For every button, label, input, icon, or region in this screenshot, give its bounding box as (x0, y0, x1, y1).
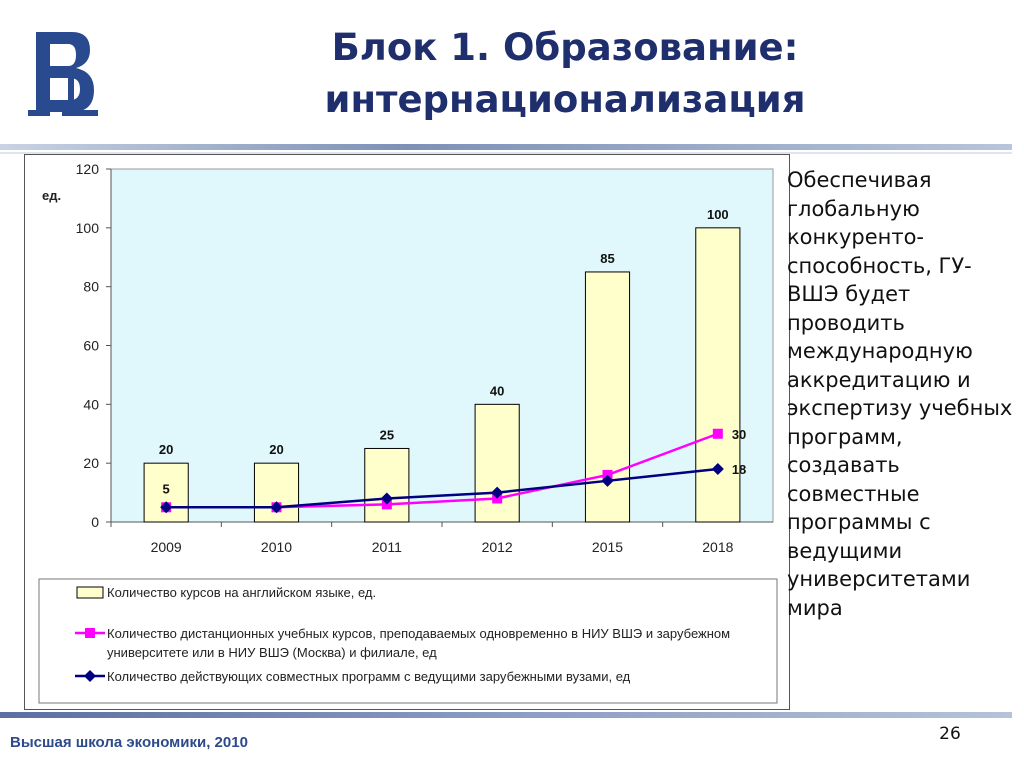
series-line (166, 467, 718, 509)
y-tick-label: 0 (91, 514, 99, 530)
line-point (380, 492, 393, 505)
bar-data-label: 25 (380, 427, 394, 442)
line-data-label: 30 (732, 427, 746, 442)
legend-box (38, 578, 778, 704)
y-axis-label: ед. (42, 188, 61, 203)
line-point (160, 501, 173, 514)
line-point (601, 474, 614, 487)
side-text: Обеспечивая глобальную конкуренто-способ… (787, 168, 1013, 620)
line-data-label: 5 (163, 481, 170, 496)
line-point (712, 428, 723, 439)
line-point (711, 463, 724, 476)
bar-data-label: 20 (159, 442, 173, 457)
bar (364, 447, 410, 523)
bar-data-label: 85 (600, 251, 614, 266)
line-data-label: 18 (732, 462, 746, 477)
hse-logo (28, 32, 98, 116)
y-tick-label: 120 (76, 161, 100, 177)
legend-label: Количество курсов на английском языке, е… (107, 585, 376, 600)
x-tick-label: 2015 (592, 539, 623, 555)
x-tick-label: 2010 (261, 539, 292, 555)
y-tick-label: 80 (83, 279, 99, 295)
x-tick-label: 2009 (151, 539, 182, 555)
legend-label: Количество действующих совместных програ… (107, 669, 631, 684)
bar (695, 227, 741, 523)
line-point (270, 501, 283, 514)
chart-frame: 0 20 40 60 80 100 120 ед. 2009 2010 2011 2012 2015 20… (24, 154, 790, 710)
chart: 0 20 40 60 80 100 120 ед. 2009 2010 2011 2012 2015 20… (38, 161, 778, 704)
legend-swatch-marker (85, 628, 95, 638)
bottom-divider (0, 712, 1012, 718)
y-tick-label: 100 (76, 220, 100, 236)
x-tick-label: 2011 (372, 539, 402, 555)
bar-data-label: 40 (490, 383, 504, 398)
page-number: 26 (939, 724, 961, 744)
top-divider-thin (0, 152, 1012, 154)
plot-area (110, 168, 774, 523)
y-tick-label: 40 (83, 396, 99, 412)
bar (474, 403, 520, 523)
bar-data-label: 100 (707, 207, 729, 222)
legend-swatch-bar (76, 586, 104, 599)
line-point (491, 486, 504, 499)
footer-text: Высшая школа экономики, 2010 (10, 734, 248, 751)
page-title: Блок 1. Образование: интернационализация (324, 26, 806, 121)
top-divider (0, 144, 1012, 150)
y-tick-label: 20 (83, 455, 99, 471)
y-tick-label: 60 (83, 338, 99, 354)
legend-label: Количество дистанционных учебных курсов,… (107, 626, 730, 660)
bar-data-label: 20 (269, 442, 283, 457)
legend-swatch-marker (84, 670, 96, 682)
x-tick-label: 2018 (702, 539, 733, 555)
x-tick-label: 2012 (482, 539, 513, 555)
